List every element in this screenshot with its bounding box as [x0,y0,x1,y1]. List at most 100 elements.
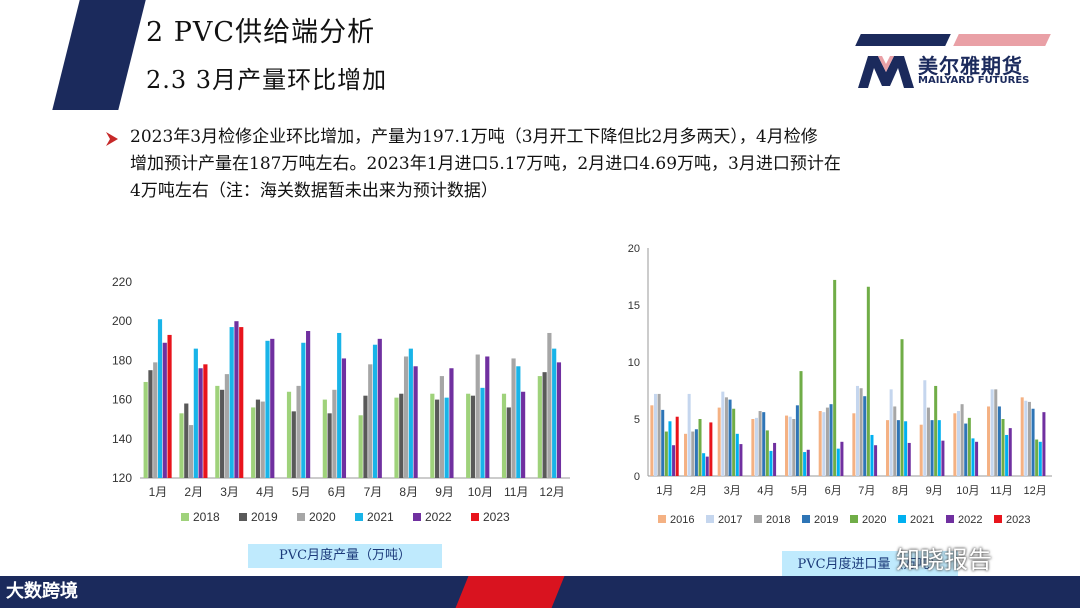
bar [930,420,934,476]
bar [687,393,691,476]
bar [1024,400,1028,476]
legend-label: 2019 [251,510,278,524]
bar [229,327,234,478]
bar [829,404,833,476]
bar [439,376,444,478]
x-tick-label: 11月 [504,485,528,499]
legend-label: 2020 [309,510,336,524]
bar [358,415,363,478]
bar [435,399,440,478]
production-bar-chart: 120 140 160 180 200 220 1月 2月 3月 4月 5月 6月 7月 8月 9月 10月 1… [112,275,570,524]
bar [904,421,908,476]
logo-name-en: MAILYARD FUTURES [918,75,1030,86]
bar [664,431,668,476]
bar [466,393,471,478]
x-tick-label: 3月 [724,485,741,497]
page-title: 2 PVC供给端分析 [146,17,376,48]
bar [732,408,736,476]
x-tick-label: 2月 [690,485,707,497]
bar [1027,401,1031,476]
legend-label: 2022 [958,514,982,526]
legend-label: 2016 [670,514,694,526]
bar [705,456,709,476]
bar [863,396,867,476]
bar [198,368,203,478]
bar [960,404,964,476]
legend-label: 2017 [718,514,742,526]
bar [286,391,292,478]
x-tick-label: 9月 [435,485,454,499]
bar [475,354,480,478]
bar [234,321,239,478]
bar [852,413,856,476]
bar [953,413,957,476]
x-tick-label: 6月 [825,485,842,497]
bar [735,433,739,476]
arrow-bullet-icon [106,132,118,146]
summary-paragraph: 2023年3月检修企业环比增加，产量为197.1万吨（3月开工下降但比2月多两天… [130,124,1050,205]
x-tick-label: 8月 [892,485,909,497]
bar [990,389,994,476]
bar [1035,439,1039,476]
x-tick-label: 1月 [656,485,673,497]
bar [773,442,777,476]
legend-label: 2023 [483,510,510,524]
bar [270,338,275,478]
bar [769,450,773,476]
bar [157,319,163,478]
watermark-text: 知晓报告 [896,546,992,574]
bar [874,445,878,476]
bar [825,407,829,476]
summary-line: 2023年3月检修企业环比增加，产量为197.1万吨（3月开工下降但比2月多两天… [130,127,818,147]
bar [265,340,270,478]
legend-label: 2019 [814,514,838,526]
bar [480,387,485,478]
bar [836,448,840,476]
bar [444,397,449,478]
section-title: 2.3 3月产量环比增加 [146,66,388,94]
bar [306,331,311,478]
import-bar-chart: 0 5 10 15 20 1月 2月 3月 4月 5月 6月 7月 8月 9月 10月 11月 12月 2016 2… [628,243,1052,526]
bar [717,407,721,476]
legend-label: 2022 [425,510,452,524]
y-tick-label: 140 [112,432,132,446]
bar [855,385,859,476]
legend-swatch [239,513,247,521]
bar [193,348,198,478]
legend-swatch [413,513,421,521]
bar [724,397,728,476]
bar [430,393,435,478]
x-tick-label: 5月 [292,485,311,499]
footer-red-accent [455,576,565,608]
bar [260,401,265,478]
x-tick-label: 4月 [256,485,275,499]
bar [987,406,991,476]
bar [449,368,454,478]
bar [822,412,826,476]
bar [547,332,552,478]
bar [758,411,762,476]
bar [698,419,702,476]
bar [937,420,941,476]
watermark: 知晓报告 [896,540,992,575]
bar [653,393,657,476]
bar [709,422,713,476]
bar [934,385,938,476]
company-logo: 美尔雅期货 MAILYARD FUTURES [852,34,1054,94]
bar [337,332,342,478]
legend-swatch [297,513,305,521]
y-tick-label: 180 [112,353,132,367]
legend-swatch [898,515,906,523]
legend-swatch [946,515,954,523]
bar [840,441,844,476]
import-chart-caption: PVC月度进口量（万吨） [782,551,958,576]
bar [1042,412,1046,476]
x-tick-label: 12月 [539,485,564,499]
bar [919,424,923,476]
legend-swatch [802,515,810,523]
bar [739,444,743,476]
x-tick-label: 11月 [990,485,1012,497]
production-chart-caption: PVC月度产量（万吨） [248,544,442,568]
bar [399,393,404,478]
bar [179,413,184,478]
